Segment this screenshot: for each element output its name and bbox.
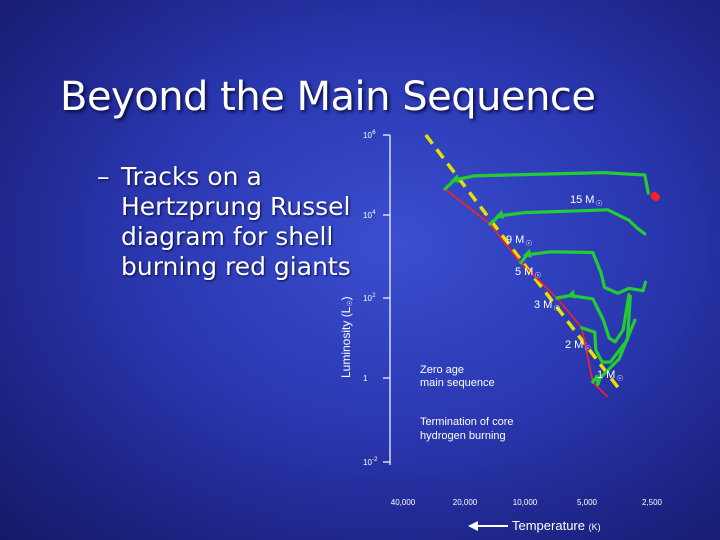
y-tick-label: 10 4 [363, 210, 376, 220]
sun-symbol: ☉ [525, 239, 532, 248]
slide-title: Beyond the Main Sequence [60, 74, 596, 120]
zams-annotation-line1: Zero age [420, 364, 464, 376]
track-direction-arrow [566, 289, 576, 299]
track-mass-text: 1 M [597, 369, 615, 381]
y-tick-label: 1 [363, 374, 368, 383]
y-tick-base: 10 [363, 211, 372, 220]
sun-symbol: ☉ [584, 344, 591, 353]
y-tick-label: 10 2 [363, 293, 376, 303]
y-tick-label: 10 6 [363, 130, 376, 140]
track-mass-text: 5 M [515, 266, 533, 278]
y-tick-exponent: 6 [372, 130, 376, 136]
bullet-dash: – [97, 162, 110, 191]
track-15-msun [443, 171, 650, 195]
x-axis-arrow-head [468, 521, 478, 531]
track-direction-arrow [522, 248, 532, 258]
tams-annotation-line1: Termination of core [420, 416, 514, 428]
track-9-msun [488, 208, 647, 236]
track-mass-text: 9 M [506, 234, 524, 246]
x-tick-label: 5,000 [577, 498, 598, 507]
track-direction-arrow [495, 209, 505, 219]
y-tick-base: 10 [363, 294, 372, 303]
bullet-text: Tracks on a Hertzprung Russel diagram fo… [121, 162, 351, 281]
y-tick-base: 10 [363, 458, 372, 467]
track-label-2-msun: 2 M ☉ [565, 339, 591, 353]
track-label-9-msun: 9 M ☉ [506, 234, 532, 248]
y-tick-exponent: 4 [372, 210, 376, 216]
track-5-msun [519, 250, 648, 295]
x-tick-label: 40,000 [391, 498, 416, 507]
y-tick-base: 1 [363, 374, 368, 383]
track-mass-text: 2 M [565, 339, 583, 351]
sun-symbol: ☉ [553, 304, 560, 313]
x-axis-title: Temperature (K) [512, 518, 601, 533]
y-tick-exponent: -2 [372, 457, 378, 463]
track-end-marker [652, 193, 660, 202]
sun-symbol: ☉ [616, 374, 623, 383]
track-direction-arrow [450, 173, 460, 183]
track-1-msun [591, 318, 637, 387]
tams-annotation-line2: hydrogen burning [420, 430, 506, 442]
y-axis-title: Luminosity (L☉) [339, 296, 354, 378]
y-tick-label: 10 -2 [363, 457, 378, 467]
zams-annotation-line2: main sequence [420, 377, 495, 389]
y-tick-base: 10 [363, 131, 372, 140]
x-tick-label: 20,000 [453, 498, 478, 507]
track-mass-text: 3 M [534, 299, 552, 311]
x-tick-label: 10,000 [513, 498, 538, 507]
track-mass-text: 15 M [570, 194, 594, 206]
track-label-1-msun: 1 M ☉ [597, 369, 623, 383]
y-tick-exponent: 2 [372, 293, 376, 299]
sun-symbol: ☉ [596, 199, 603, 208]
tams-line [444, 188, 609, 398]
track-3-msun [555, 293, 631, 344]
bullet-point: – Tracks on a Hertzprung Russel diagram … [97, 162, 357, 282]
track-label-15-msun: 15 M ☉ [570, 194, 603, 208]
track-label-3-msun: 3 M ☉ [534, 299, 560, 313]
x-tick-label: 2,500 [642, 498, 663, 507]
track-label-5-msun: 5 M ☉ [515, 266, 541, 280]
sun-symbol: ☉ [534, 271, 541, 280]
